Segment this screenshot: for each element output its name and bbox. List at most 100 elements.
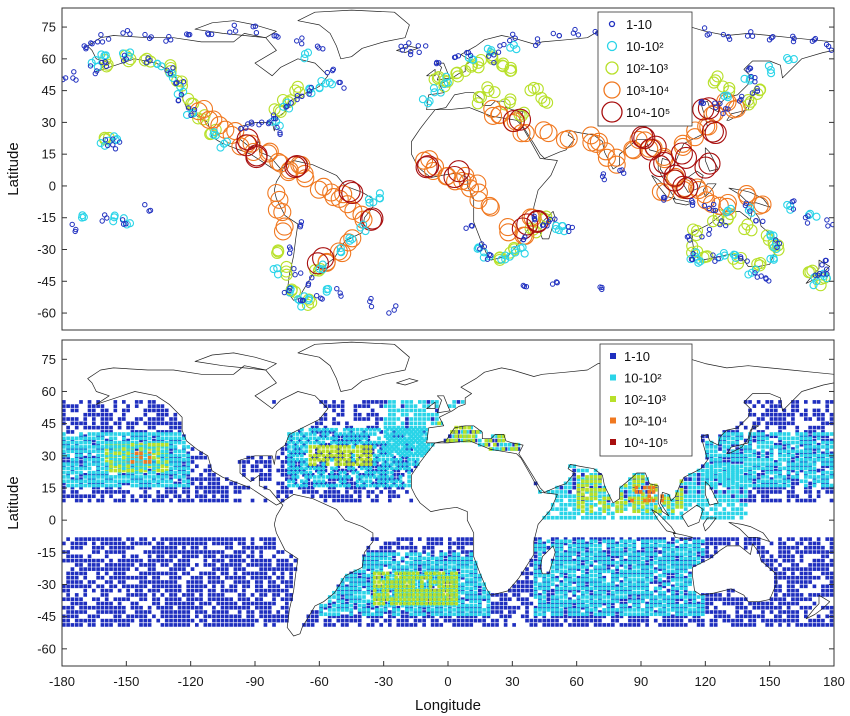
density-cell <box>649 601 654 606</box>
density-cell <box>186 453 191 458</box>
density-cell <box>272 554 276 559</box>
density-cell <box>555 601 559 606</box>
event-marker <box>286 287 292 294</box>
density-cell <box>816 623 821 627</box>
density-cell <box>272 593 276 597</box>
density-cell <box>460 618 465 623</box>
density-cell <box>628 623 632 627</box>
density-cell <box>606 550 611 554</box>
density-cell <box>267 614 272 619</box>
density-cell <box>169 458 173 462</box>
density-cell <box>388 601 392 606</box>
density-cell <box>692 490 697 494</box>
density-cell <box>405 490 409 494</box>
event-marker <box>819 262 825 268</box>
density-cell <box>529 580 534 584</box>
density-cell <box>216 610 221 614</box>
density-cell <box>774 485 778 490</box>
density-cell <box>615 550 619 554</box>
density-cell <box>362 580 366 584</box>
density-cell <box>117 417 122 421</box>
density-cell <box>452 438 456 443</box>
density-cell <box>396 563 401 567</box>
density-cell <box>323 618 328 623</box>
density-cell <box>542 545 547 550</box>
density-cell <box>74 455 79 460</box>
density-cell <box>96 462 100 466</box>
density-cell <box>808 563 812 567</box>
density-cell <box>546 605 551 610</box>
density-cell <box>808 430 812 434</box>
density-cell <box>598 473 602 477</box>
density-cell <box>229 481 233 486</box>
density-cell <box>315 481 319 486</box>
density-cell <box>576 477 581 481</box>
density-cell <box>195 614 199 619</box>
density-cell <box>542 550 547 554</box>
density-cell <box>743 400 748 404</box>
density-cell <box>495 442 499 447</box>
density-cell <box>164 432 169 436</box>
density-cell <box>606 588 611 593</box>
event-marker <box>624 141 643 160</box>
density-cell <box>332 421 336 426</box>
density-cell <box>593 601 598 606</box>
density-cell <box>319 442 323 447</box>
density-cell <box>336 588 341 593</box>
density-cell <box>370 558 375 563</box>
density-cell <box>375 614 379 619</box>
density-cell <box>705 434 709 439</box>
density-cell <box>392 605 396 610</box>
density-cell <box>143 623 148 627</box>
density-cell <box>675 593 679 597</box>
density-cell <box>62 417 66 421</box>
density-cell <box>460 588 465 593</box>
density-cell <box>409 580 414 584</box>
density-cell <box>220 498 225 503</box>
density-cell <box>396 468 401 473</box>
density-cell <box>400 571 405 576</box>
event-marker <box>820 271 827 277</box>
event-marker <box>597 148 616 167</box>
density-cell <box>825 421 830 426</box>
event-marker <box>144 55 157 68</box>
density-cell <box>559 485 564 490</box>
density-cell <box>117 490 122 494</box>
density-cell <box>799 597 804 602</box>
density-cell <box>70 447 75 451</box>
density-cell <box>126 558 130 563</box>
density-cell <box>392 421 396 426</box>
density-cell <box>134 567 139 571</box>
density-cell <box>743 477 748 481</box>
density-cell <box>821 481 825 486</box>
density-cell <box>671 541 675 546</box>
density-cell <box>285 610 289 614</box>
top-markers <box>62 18 834 316</box>
event-marker <box>769 243 779 252</box>
density-cell <box>66 550 70 554</box>
density-cell <box>126 460 130 464</box>
density-cell <box>645 601 649 606</box>
density-cell <box>490 623 495 627</box>
density-cell <box>349 575 354 580</box>
density-cell <box>713 597 718 602</box>
density-cell <box>761 605 765 610</box>
density-cell <box>160 445 165 449</box>
density-cell <box>186 490 191 494</box>
density-cell <box>195 575 199 580</box>
density-cell <box>79 479 83 484</box>
density-cell <box>212 593 216 597</box>
density-cell <box>598 580 602 584</box>
density-cell <box>295 453 300 458</box>
density-cell <box>671 597 675 602</box>
event-marker <box>760 229 773 242</box>
density-cell <box>525 584 529 589</box>
density-cell <box>104 470 109 475</box>
density-cell <box>139 432 143 436</box>
event-marker <box>520 236 527 243</box>
density-cell <box>748 412 752 417</box>
density-cell <box>143 575 148 580</box>
density-cell <box>177 558 182 563</box>
density-cell <box>370 490 375 494</box>
density-cell <box>207 498 212 503</box>
